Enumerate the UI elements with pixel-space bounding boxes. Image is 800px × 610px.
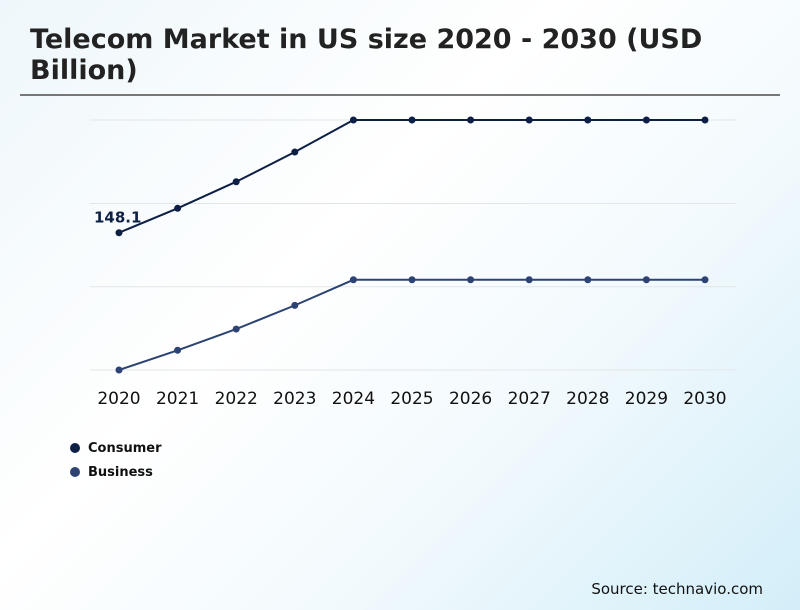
data-point <box>349 276 357 284</box>
data-point <box>584 276 592 284</box>
data-point <box>174 204 182 212</box>
data-point <box>232 325 240 333</box>
source-note: Source: technavio.com <box>591 580 763 598</box>
x-tick-label: 2029 <box>625 389 668 409</box>
data-point <box>467 116 475 124</box>
x-tick-label: 2024 <box>332 389 375 409</box>
data-point <box>525 276 533 284</box>
data-point <box>115 366 123 374</box>
data-point <box>584 116 592 124</box>
data-label: 148.1 <box>94 209 141 227</box>
data-point <box>349 116 357 124</box>
legend-marker <box>70 467 80 477</box>
legend-marker <box>70 443 80 453</box>
data-point <box>174 346 182 354</box>
title-divider <box>20 94 780 96</box>
data-point <box>642 276 650 284</box>
data-point <box>115 229 123 237</box>
data-point <box>232 178 240 186</box>
data-point <box>467 276 475 284</box>
data-point <box>701 116 709 124</box>
x-tick-label: 2027 <box>508 389 551 409</box>
x-tick-label: 2021 <box>156 389 199 409</box>
legend-label: Business <box>88 464 153 480</box>
series-line-consumer <box>118 119 705 234</box>
legend: Consumer Business <box>70 436 162 484</box>
data-point <box>525 116 533 124</box>
series-line-business <box>118 278 705 371</box>
data-point <box>642 116 650 124</box>
legend-item-business: Business <box>70 460 162 484</box>
x-tick-label: 2026 <box>449 389 492 409</box>
data-point <box>291 148 299 156</box>
x-tick-label: 2030 <box>683 389 726 409</box>
legend-label: Consumer <box>88 440 162 456</box>
x-tick-label: 2020 <box>97 389 140 409</box>
data-point <box>701 276 709 284</box>
x-tick-label: 2025 <box>390 389 433 409</box>
chart-title: Telecom Market in US size 2020 - 2030 (U… <box>30 24 703 86</box>
data-point <box>291 301 299 309</box>
x-tick-label: 2023 <box>273 389 316 409</box>
legend-item-consumer: Consumer <box>70 436 162 460</box>
x-tick-label: 2022 <box>215 389 258 409</box>
data-point <box>408 276 416 284</box>
x-tick-label: 2028 <box>566 389 609 409</box>
data-point <box>408 116 416 124</box>
